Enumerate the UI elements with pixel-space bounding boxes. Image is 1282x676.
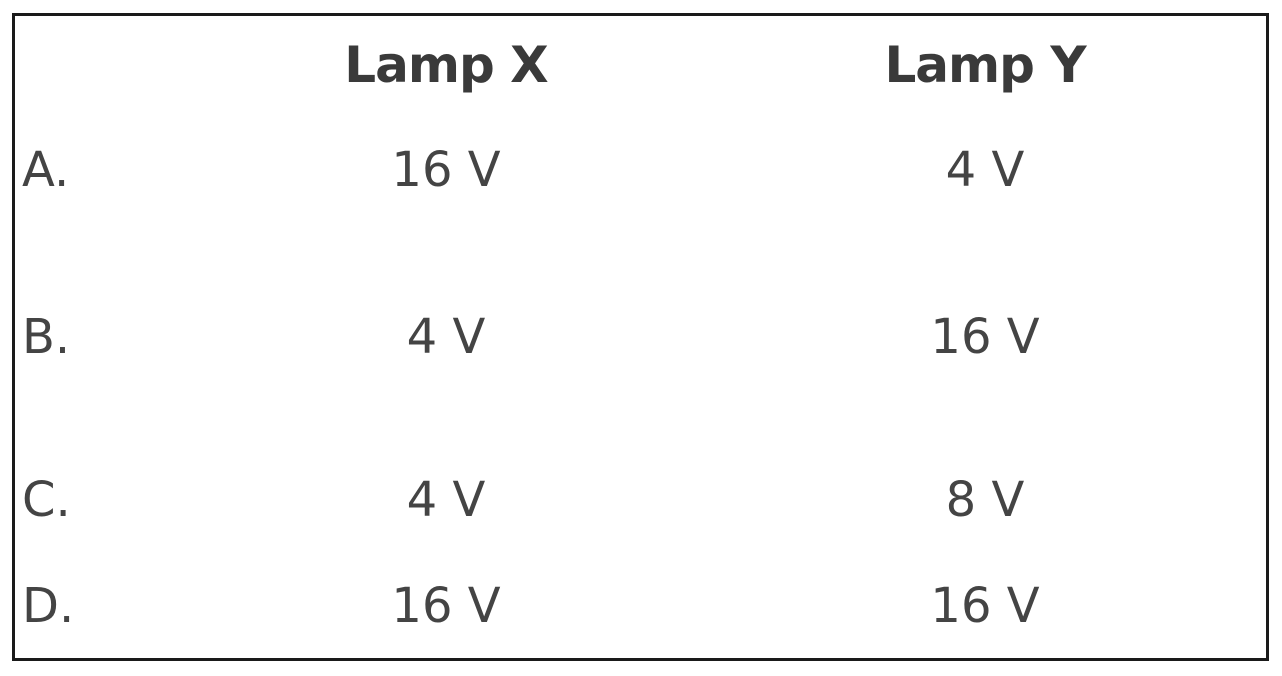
option-a-label: A. <box>22 142 70 198</box>
header-lamp-x: Lamp X <box>344 36 548 94</box>
option-d-lamp-y: 16 V <box>930 578 1040 634</box>
option-d-label: D. <box>22 578 75 634</box>
header-lamp-y: Lamp Y <box>884 36 1086 94</box>
option-c-lamp-y: 8 V <box>945 472 1025 528</box>
option-b-label: B. <box>22 309 71 365</box>
option-c-label: C. <box>22 472 71 528</box>
option-c-lamp-x: 4 V <box>406 472 486 528</box>
option-a-lamp-y: 4 V <box>945 142 1025 198</box>
option-d-lamp-x: 16 V <box>391 578 501 634</box>
answer-table-frame <box>12 13 1269 661</box>
option-a-lamp-x: 16 V <box>391 142 501 198</box>
option-b-lamp-x: 4 V <box>406 309 486 365</box>
option-b-lamp-y: 16 V <box>930 309 1040 365</box>
